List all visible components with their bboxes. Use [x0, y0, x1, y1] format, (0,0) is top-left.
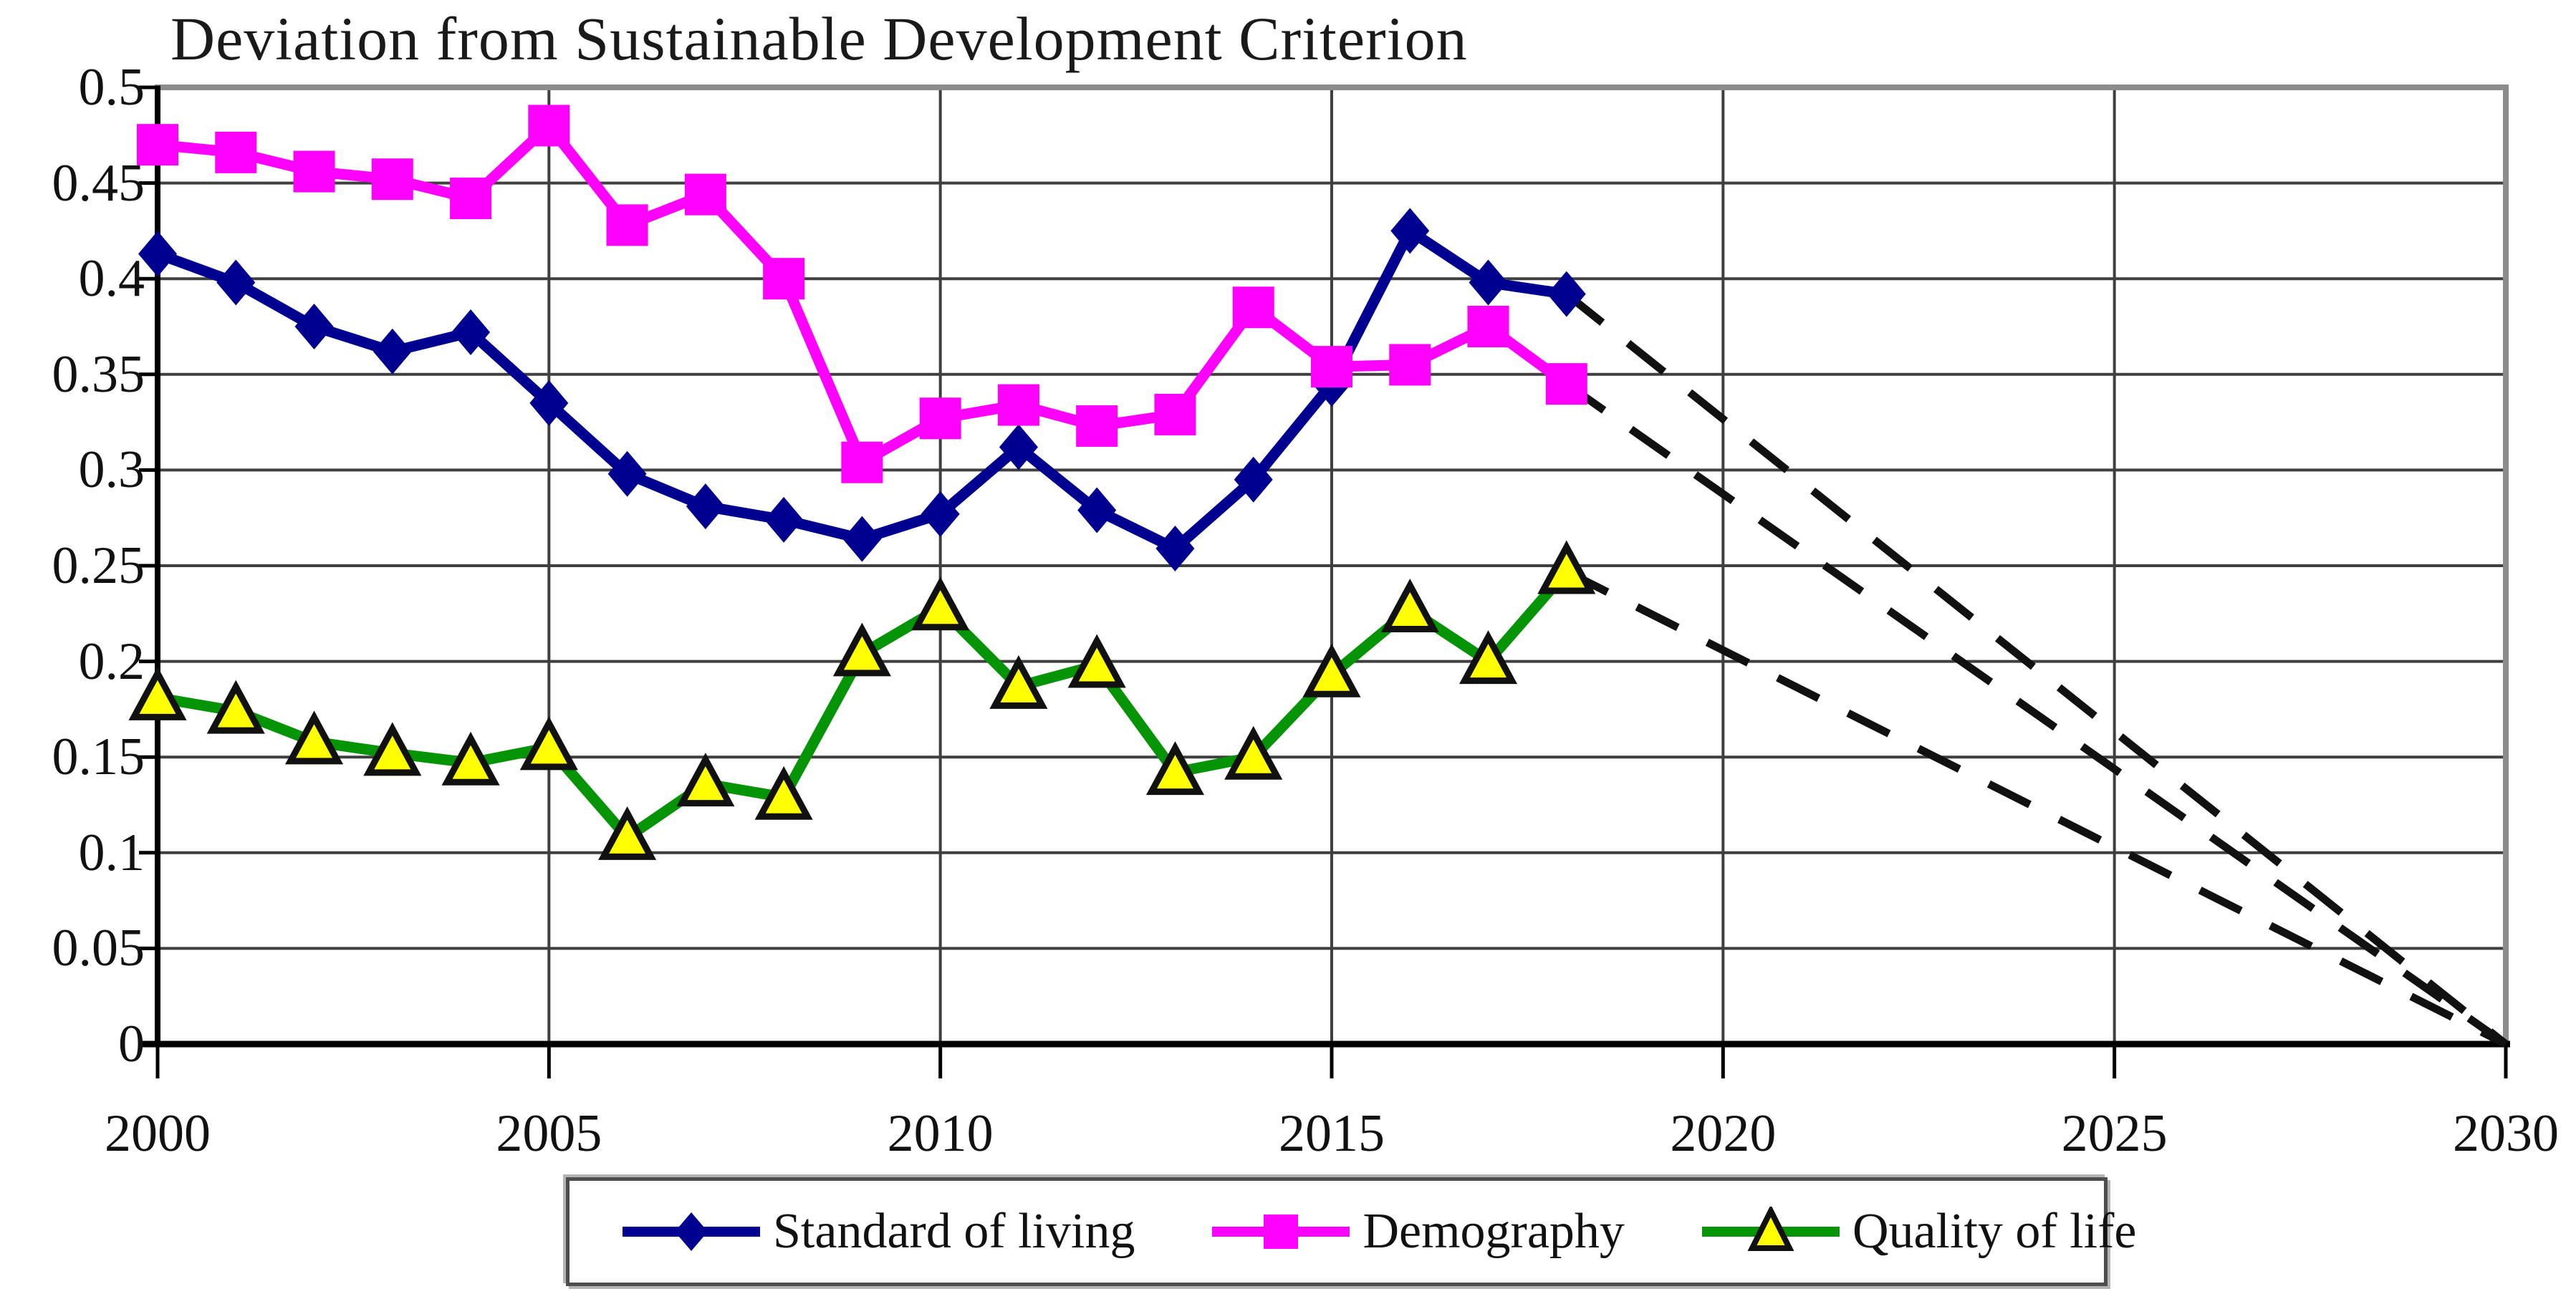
marker-diamond [451, 309, 491, 356]
y-tick-label: 0.25 [52, 536, 145, 595]
y-tick-label: 0.5 [78, 58, 145, 117]
marker-diamond [1469, 259, 1508, 306]
marker-square [137, 124, 178, 166]
legend-entry-standard-of-living: Standard of living [620, 1203, 1135, 1260]
marker-diamond [842, 516, 882, 562]
marker-triangle [676, 753, 735, 807]
y-tick-label: 0.35 [52, 344, 145, 404]
x-tick-label: 2025 [2061, 1104, 2168, 1163]
marker-triangle [206, 680, 265, 734]
legend-marker-square-icon [1212, 1215, 1350, 1249]
marker-square [1545, 363, 1587, 405]
marker-square [1311, 346, 1352, 388]
marker-square [1467, 306, 1509, 347]
marker-diamond [373, 328, 412, 375]
legend: Standard of living Demography Quality of… [566, 1177, 2137, 1286]
marker-triangle [128, 666, 187, 720]
marker-square [1232, 286, 1274, 329]
y-tick-label: 0.15 [52, 728, 145, 787]
x-tick-label: 2030 [2453, 1104, 2559, 1163]
legend-label: Quality of life [1852, 1204, 2137, 1259]
x-tick-label: 2020 [1670, 1104, 1777, 1163]
marker-triangle [1537, 540, 1596, 594]
marker-square [684, 173, 726, 216]
marker-triangle [1380, 578, 1439, 632]
marker-square [763, 258, 805, 300]
x-tick-label: 2000 [105, 1104, 211, 1163]
legend-label: Standard of living [773, 1204, 1135, 1259]
marker-triangle [1458, 630, 1518, 685]
chart-title: Deviation from Sustainable Development C… [170, 4, 1468, 73]
marker-diamond [1077, 487, 1117, 533]
marker-triangle [754, 766, 813, 820]
y-tick-label: 0 [118, 1015, 145, 1073]
marker-triangle [598, 806, 657, 860]
series-line-demography [152, 120, 1572, 468]
legend-marker-shape [1747, 1207, 1794, 1251]
marker-square [919, 397, 961, 440]
legend-entry-quality-of-life: Quality of life [1699, 1203, 2137, 1260]
marker-square [293, 150, 335, 193]
y-tick-label: 0.45 [52, 153, 145, 213]
marker-triangle [1224, 725, 1283, 780]
y-tick-label: 0.05 [52, 919, 145, 978]
y-tick-label: 0.3 [78, 440, 145, 500]
marker-diamond [529, 380, 569, 426]
marker-triangle [284, 710, 344, 765]
marker-square [841, 441, 883, 483]
marker-square [450, 177, 492, 219]
dashed-projection-line [1564, 380, 2509, 1048]
marker-diamond [921, 491, 960, 537]
legend-label: Demography [1363, 1204, 1625, 1259]
marker-square [1389, 344, 1431, 386]
marker-triangle [363, 722, 422, 776]
marker-diamond [686, 483, 725, 530]
y-tick-label: 0.2 [78, 632, 145, 691]
legend-entry-demography: Demography [1209, 1203, 1625, 1260]
legend-marker-diamond-icon [623, 1212, 760, 1251]
marker-triangle [441, 731, 500, 786]
legend-marker-triangle-icon [1701, 1207, 1840, 1251]
x-tick-label: 2005 [496, 1104, 602, 1163]
marker-triangle [1302, 643, 1361, 697]
x-tick-label: 2015 [1279, 1104, 1385, 1163]
marker-square [215, 131, 257, 173]
marker-square [1154, 393, 1196, 435]
marker-diamond [216, 259, 256, 306]
marker-triangle [832, 622, 891, 677]
marker-square [528, 105, 570, 147]
marker-square [1076, 405, 1118, 447]
series-line-quality-of-life [152, 566, 1572, 843]
x-tick-label: 2010 [887, 1104, 994, 1163]
marker-triangle [519, 716, 578, 771]
marker-triangle [911, 576, 970, 631]
marker-triangle [989, 655, 1048, 709]
legend-marker-shape [675, 1212, 708, 1251]
marker-triangle [1067, 634, 1126, 688]
y-tick-label: 0.4 [78, 249, 145, 309]
marker-square [606, 204, 648, 246]
marker-diamond [1155, 525, 1195, 571]
marker-triangle [1145, 741, 1205, 796]
marker-diamond [294, 304, 334, 349]
marker-diamond [764, 496, 804, 543]
marker-square [997, 384, 1039, 426]
marker-diamond [999, 424, 1038, 470]
dashed-projection-line [1564, 291, 2509, 1048]
legend-marker-shape [1264, 1215, 1299, 1249]
marker-diamond [1390, 208, 1430, 254]
marker-diamond [138, 231, 177, 277]
marker-diamond [607, 450, 647, 497]
marker-square [371, 158, 413, 201]
y-tick-label: 0.1 [78, 823, 145, 882]
marker-diamond [1234, 456, 1273, 503]
dashed-projection-line [1565, 568, 2508, 1048]
marker-diamond [1547, 271, 1586, 317]
